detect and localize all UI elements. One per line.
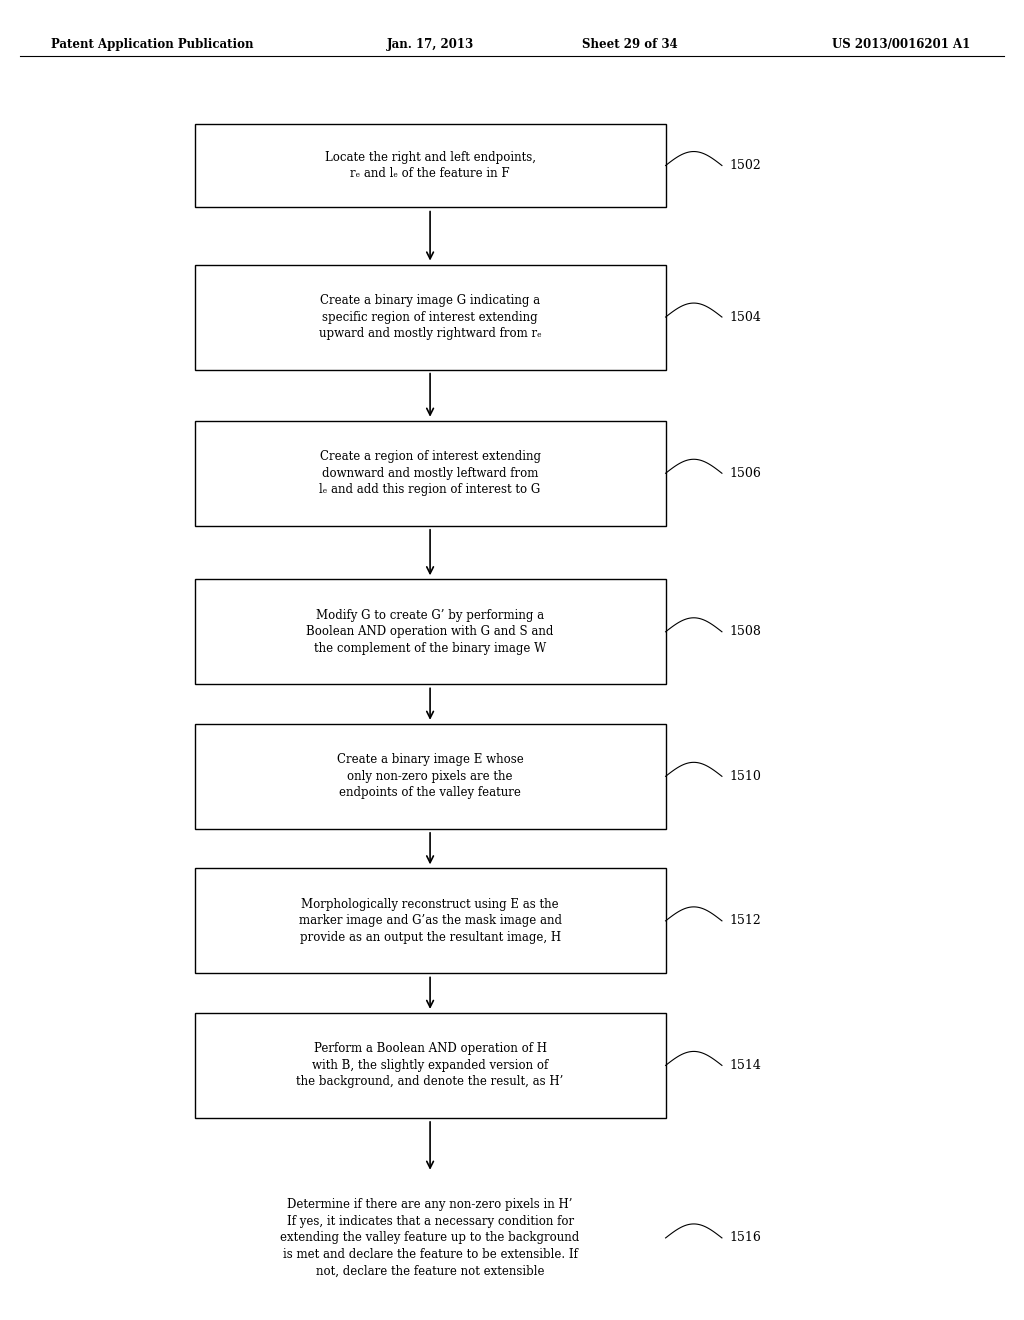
- Text: 1504: 1504: [729, 310, 761, 323]
- Text: Patent Application Publication: Patent Application Publication: [51, 38, 254, 50]
- Text: Morphologically reconstruct using E as the
marker image and G’as the mask image : Morphologically reconstruct using E as t…: [299, 898, 561, 944]
- FancyBboxPatch shape: [195, 579, 666, 684]
- FancyBboxPatch shape: [195, 421, 666, 525]
- Text: Create a binary image E whose
only non-zero pixels are the
endpoints of the vall: Create a binary image E whose only non-z…: [337, 754, 523, 800]
- Text: 1514: 1514: [729, 1059, 761, 1072]
- FancyBboxPatch shape: [195, 723, 666, 829]
- FancyBboxPatch shape: [195, 1012, 666, 1118]
- FancyBboxPatch shape: [195, 124, 666, 207]
- Text: 1502: 1502: [729, 158, 761, 172]
- Text: Modify G to create G’ by performing a
Boolean AND operation with G and S and
the: Modify G to create G’ by performing a Bo…: [306, 609, 554, 655]
- Text: Perform a Boolean AND operation of H
with B, the slightly expanded version of
th: Perform a Boolean AND operation of H wit…: [296, 1043, 564, 1089]
- FancyBboxPatch shape: [195, 869, 666, 973]
- Text: Sheet 29 of 34: Sheet 29 of 34: [582, 38, 678, 50]
- Text: Create a region of interest extending
downward and mostly leftward from
lₑ and a: Create a region of interest extending do…: [319, 450, 541, 496]
- FancyBboxPatch shape: [195, 264, 666, 370]
- Text: 1510: 1510: [729, 770, 761, 783]
- Text: Locate the right and left endpoints,
rₑ and lₑ of the feature in F: Locate the right and left endpoints, rₑ …: [325, 150, 536, 181]
- Text: 1506: 1506: [729, 467, 761, 479]
- Text: Jan. 17, 2013: Jan. 17, 2013: [386, 38, 474, 50]
- Text: 1508: 1508: [729, 626, 761, 639]
- Text: Create a binary image G indicating a
specific region of interest extending
upwar: Create a binary image G indicating a spe…: [318, 294, 542, 341]
- FancyBboxPatch shape: [195, 1173, 666, 1302]
- Text: US 2013/0016201 A1: US 2013/0016201 A1: [831, 38, 971, 50]
- Text: 1512: 1512: [729, 915, 761, 928]
- Text: Determine if there are any non-zero pixels in H’
If yes, it indicates that a nec: Determine if there are any non-zero pixe…: [281, 1199, 580, 1278]
- Text: 1516: 1516: [729, 1232, 761, 1245]
